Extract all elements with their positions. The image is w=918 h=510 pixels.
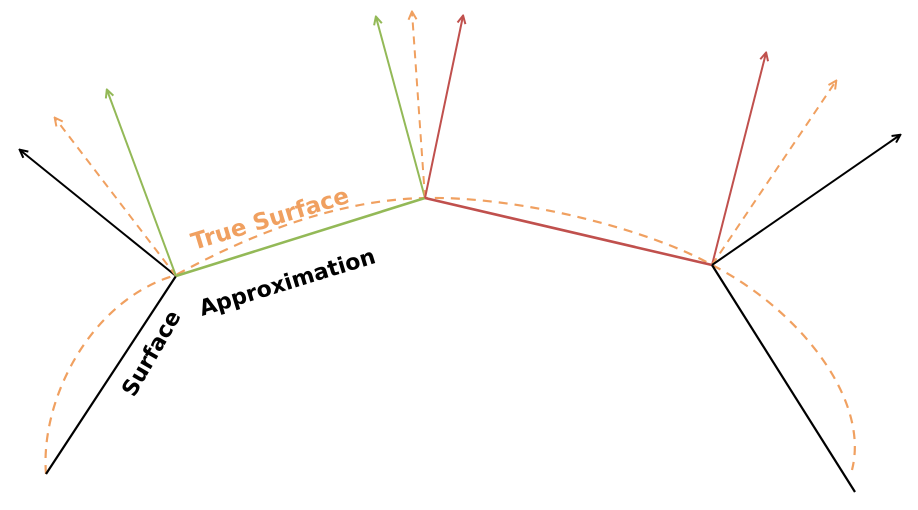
surface-approximation-label-word2: Approximation: [196, 244, 378, 321]
normal-arrow-orange-top: [412, 12, 426, 199]
normal-arrow-red-right: [711, 53, 766, 266]
normal-arrow-green-left: [107, 90, 177, 277]
normal-arrow-red-top: [424, 16, 463, 199]
surface-approximation-label-word1: Surface: [118, 306, 187, 401]
normal-arrow-orange-left: [55, 118, 177, 277]
normal-arrow-green-top: [376, 17, 426, 199]
approximation-segment-right: [711, 264, 856, 493]
approximation-segment-left: [45, 275, 177, 475]
normal-arrow-black-left: [20, 150, 177, 277]
normal-arrow-orange-right: [711, 81, 836, 266]
approximation-segment-green: [175, 196, 426, 278]
normal-arrow-black-right: [711, 135, 900, 266]
true-surface-label: True Surface: [188, 183, 352, 256]
approximation-segment-red: [424, 196, 713, 267]
